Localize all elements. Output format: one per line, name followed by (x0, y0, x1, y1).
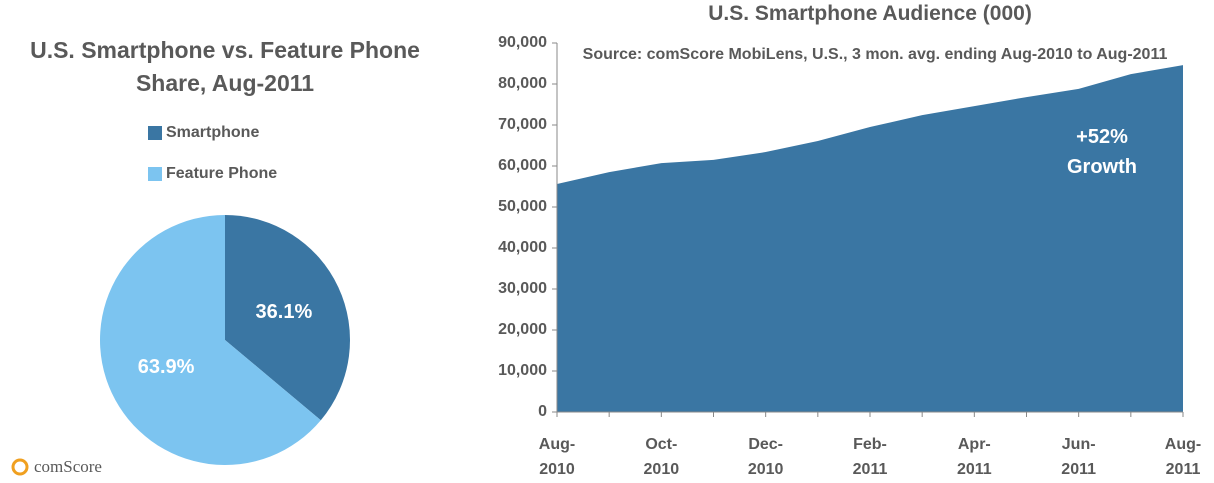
value-label: 63.9% (138, 356, 195, 378)
line: Dec- (748, 436, 783, 453)
line: Growth (1067, 156, 1137, 178)
logo-icon (11, 458, 29, 476)
y-tick-label: 30,000 (498, 280, 547, 297)
area-title: U.S. Smartphone Audience (000) (708, 2, 1032, 25)
y-tick-label: 20,000 (498, 321, 547, 338)
x-tick-label: Jun- 2011 (1061, 436, 1096, 478)
line: Oct- (645, 436, 677, 453)
legend-swatch (148, 126, 162, 140)
y-tick-label: 90,000 (498, 34, 547, 51)
x-tick-label: Dec- 2010 (748, 436, 784, 478)
logo: comScore (34, 457, 102, 476)
pie-slice (100, 215, 321, 465)
line: 2011 (1061, 461, 1096, 478)
line: 2010 (748, 461, 784, 478)
x-tick-label: Apr- 2011 (957, 436, 992, 478)
x-tick-label: Aug- 2011 (1165, 436, 1201, 478)
legend-swatch (148, 167, 162, 181)
annotation: +52% Growth (1067, 126, 1137, 178)
pie-slice (225, 215, 351, 421)
line: 2011 (853, 461, 888, 478)
line: Apr- (958, 436, 991, 453)
x-tick-label: Feb- 2011 (853, 436, 888, 478)
legend-label: Smartphone (166, 124, 259, 141)
y-tick-label: 60,000 (498, 157, 547, 174)
y-tick-label: 80,000 (498, 75, 547, 92)
line: 2011 (957, 461, 992, 478)
line: 2010 (539, 461, 575, 478)
x-tick-label: Aug- 2010 (539, 436, 575, 478)
y-tick-label: 70,000 (498, 116, 547, 133)
x-tick-label: Oct- 2010 (644, 436, 680, 478)
pie-title: U.S. Smartphone vs. Feature Phone Share,… (30, 37, 420, 96)
value-label: 36.1% (256, 301, 313, 323)
y-tick-label: 10,000 (498, 362, 547, 379)
line: +52% (1076, 126, 1128, 148)
y-tick-label: 0 (538, 403, 547, 420)
line: Aug- (539, 436, 575, 453)
line: Feb- (853, 436, 887, 453)
area-subtitle: Source: comScore MobiLens, U.S., 3 mon. … (582, 46, 1168, 63)
line: 2011 (1166, 461, 1201, 478)
line: Jun- (1062, 436, 1096, 453)
line: Aug- (1165, 436, 1201, 453)
y-tick-label: 50,000 (498, 198, 547, 215)
line: 2010 (644, 461, 680, 478)
legend-label: Feature Phone (166, 165, 277, 182)
y-tick-label: 40,000 (498, 239, 547, 256)
area (557, 65, 1183, 412)
